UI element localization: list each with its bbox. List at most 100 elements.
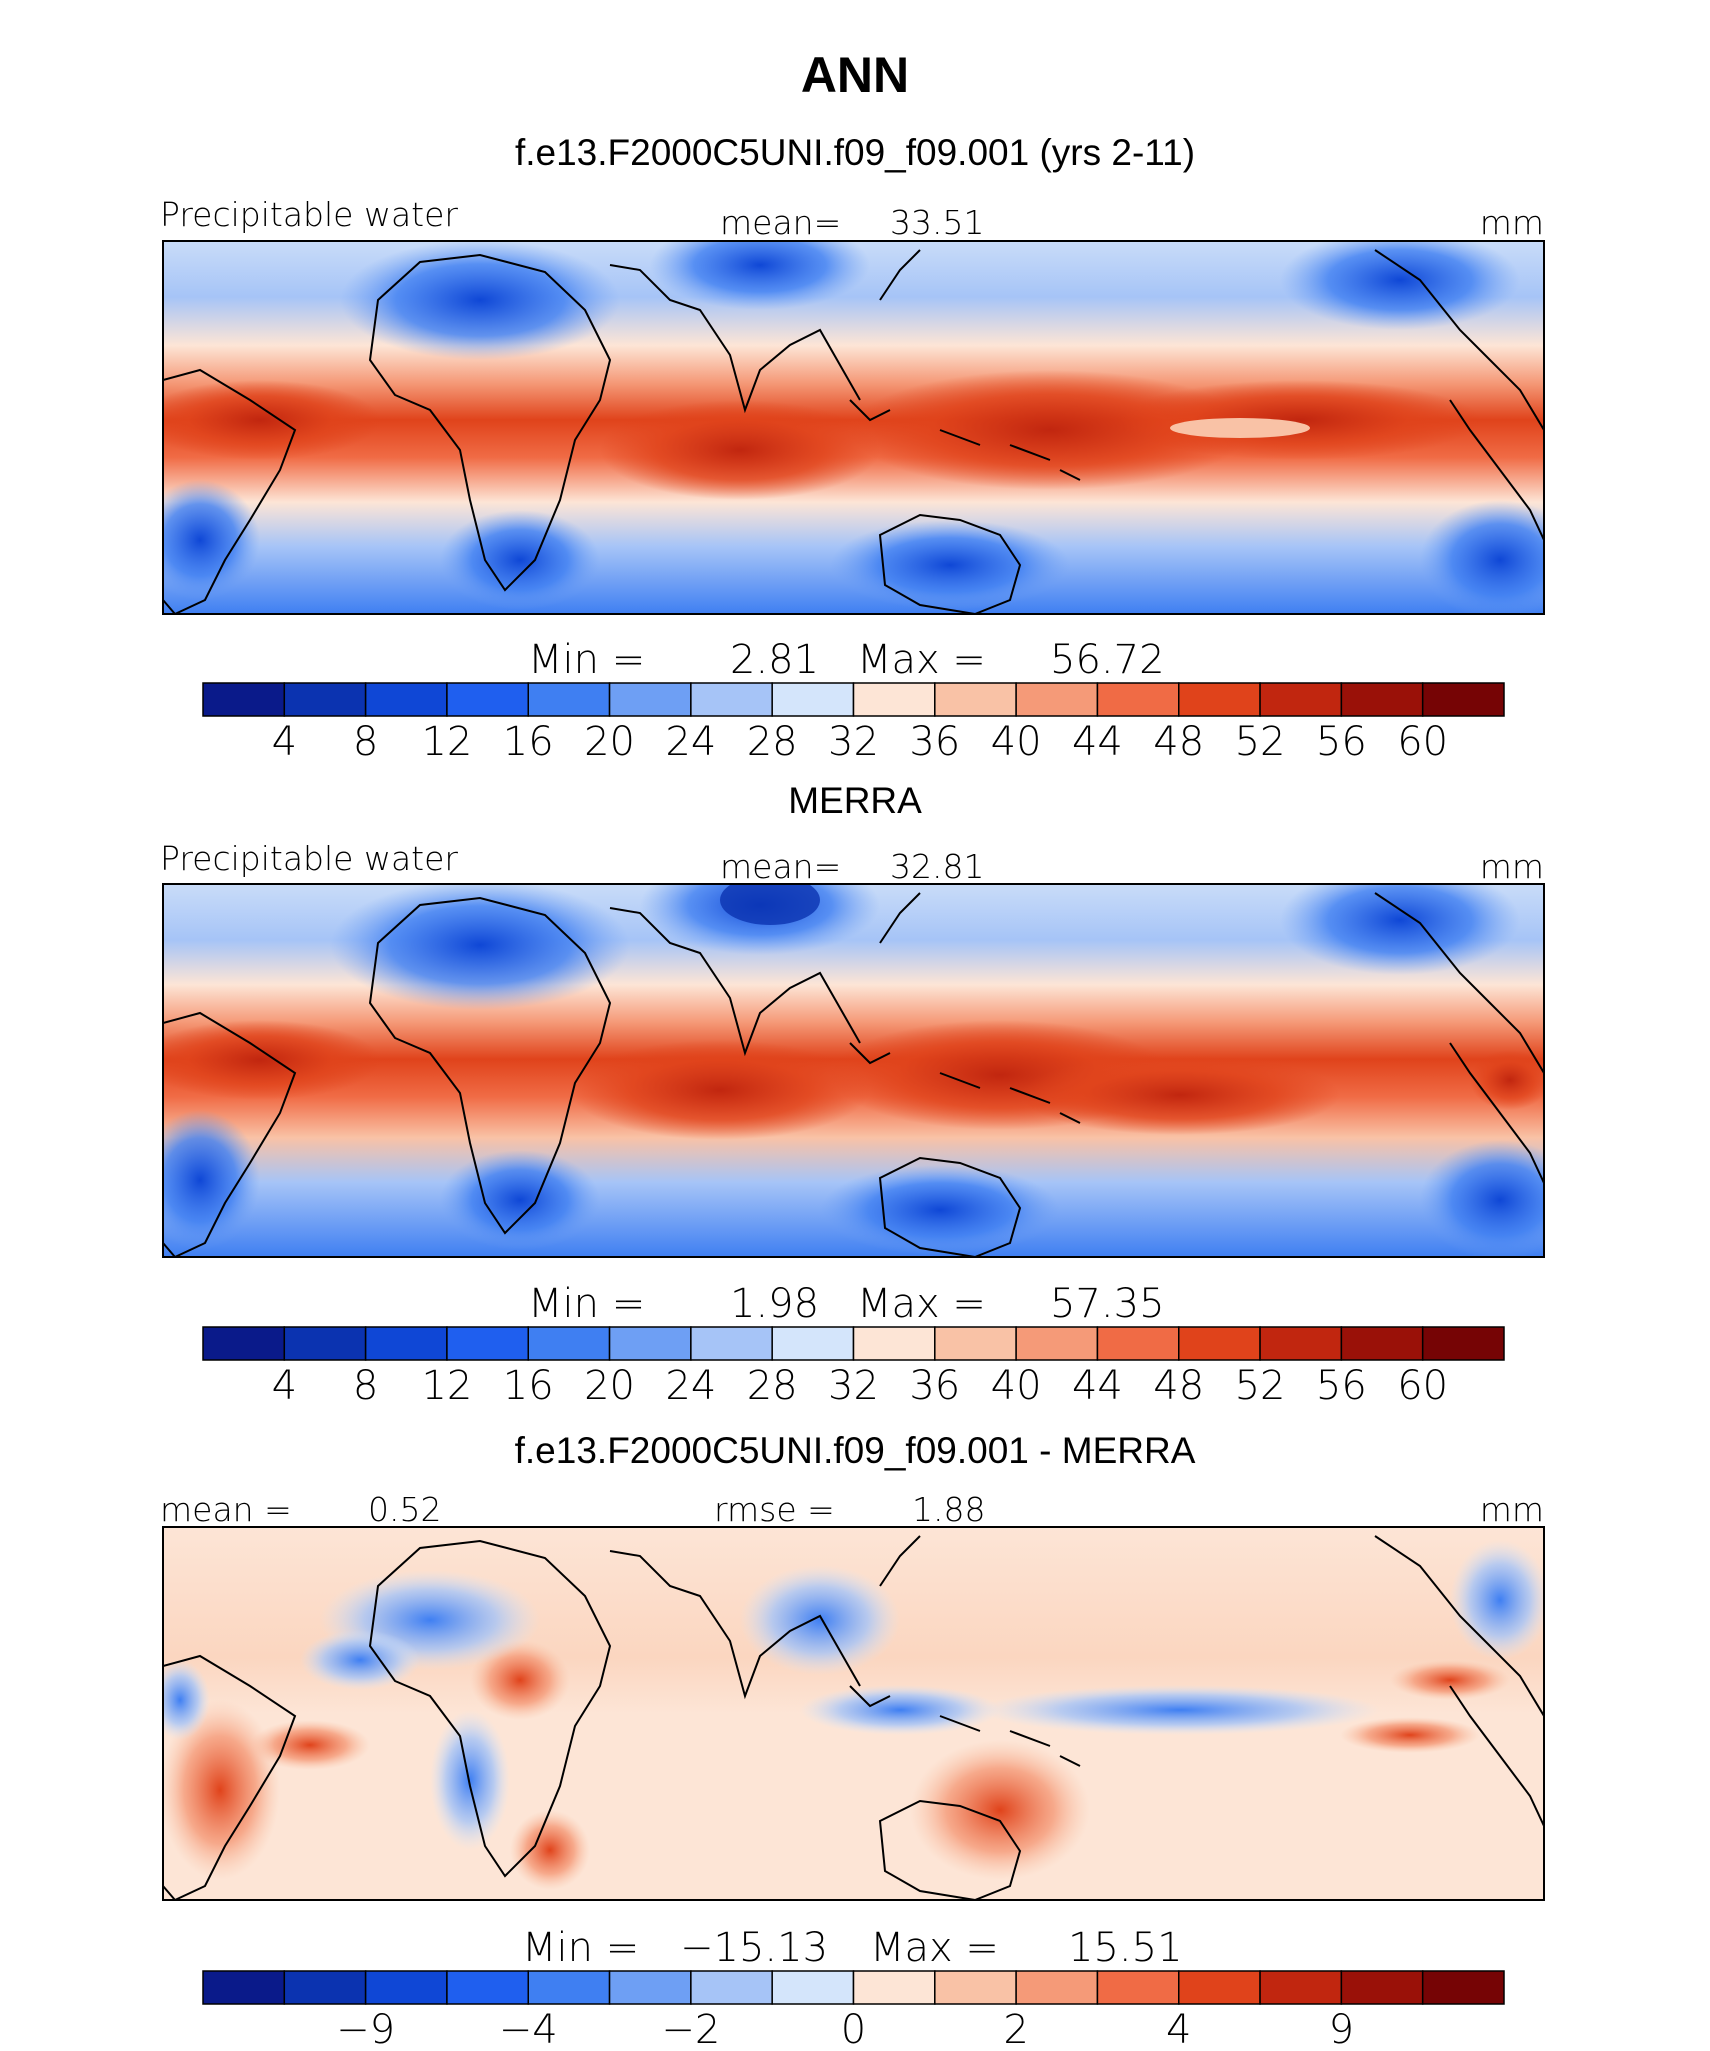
colorbar-tick-label: 48 <box>1153 1363 1204 1409</box>
colorbar-tick-label: 60 <box>1397 1363 1448 1409</box>
colorbar-box <box>771 1970 855 2005</box>
colorbar-tick-label: 56 <box>1316 719 1367 765</box>
colorbar-box <box>1421 682 1505 717</box>
panel-1-colorbar <box>202 682 1505 717</box>
colorbar-tick-label: 20 <box>584 719 635 765</box>
panel-1-map <box>163 241 1544 614</box>
colorbar-box <box>1178 1326 1261 1361</box>
colorbar-tick-label: 24 <box>665 719 716 765</box>
panel-2-min-value: 1.98 <box>730 1281 819 1327</box>
colorbar-box <box>1096 1970 1180 2005</box>
panel-3-rmse-label: rmse = <box>714 1490 835 1529</box>
panel-1-min-label: Min = <box>528 637 645 683</box>
panel-3-header: f.e13.F2000C5UNI.f09_f09.001 - MERRA <box>515 1430 1196 1471</box>
colorbar-tick-label: 8 <box>353 719 378 765</box>
panel-3-max-value: 15.51 <box>1068 1925 1183 1971</box>
colorbar-tick-label: 52 <box>1235 719 1286 765</box>
panel-1-frame <box>162 240 1545 615</box>
colorbar-tick-label: 12 <box>421 719 472 765</box>
colorbar-box <box>283 1326 367 1361</box>
colorbar-tick-label: 44 <box>1072 1363 1123 1409</box>
colorbar-tick-label: −2 <box>661 2007 720 2051</box>
panel-2-variable-label: Precipitable water <box>160 839 458 878</box>
panel-1-variable-label: Precipitable water <box>160 195 458 234</box>
colorbar-box <box>608 1326 692 1361</box>
colorbar-box <box>1340 1326 1424 1361</box>
colorbar-box <box>1259 1970 1343 2005</box>
colorbar-box <box>1421 1326 1505 1361</box>
colorbar-box <box>1421 1970 1505 2005</box>
colorbar-tick-label: 2 <box>1003 2007 1028 2051</box>
colorbar-box <box>771 682 855 717</box>
panel-2-colorbar-ticks: 4 8 12 16 20 24 28 32 36 40 44 48 52 56 60 <box>272 1363 1449 1409</box>
panel-3-colorbar-ticks: −9 −4 −2 0 2 4 9 <box>336 2007 1354 2051</box>
panel-3-map <box>163 1527 1544 1900</box>
colorbar-box <box>690 682 773 717</box>
panel-2-units: mm <box>1480 847 1544 886</box>
panel-2-frame <box>162 883 1545 1258</box>
colorbar-tick-label: 28 <box>747 719 798 765</box>
colorbar-box <box>446 1970 529 2005</box>
colorbar-box <box>1096 1326 1180 1361</box>
panel-2-max-label: Max = <box>857 1281 986 1327</box>
colorbar-tick-label: −9 <box>336 2007 395 2051</box>
colorbar-box <box>364 1326 448 1361</box>
panel-3-frame <box>162 1526 1545 1901</box>
colorbar-tick-label: 36 <box>909 1363 960 1409</box>
colorbar-box <box>771 1326 855 1361</box>
panel-3-colorbar <box>202 1970 1505 2005</box>
colorbar-box <box>1340 1970 1424 2005</box>
colorbar-tick-label: 36 <box>909 719 960 765</box>
panel-3-rmse-value: 1.88 <box>912 1490 985 1529</box>
panel-2-mean-label: mean= <box>720 847 841 886</box>
colorbar-tick-label: 32 <box>828 719 879 765</box>
panel-2-mean-value: 32.81 <box>890 847 984 886</box>
colorbar-tick-label: 12 <box>421 1363 472 1409</box>
colorbar-tick-label: 20 <box>584 1363 635 1409</box>
colorbar-box <box>608 682 692 717</box>
panel-1-mean-label: mean= <box>720 203 841 242</box>
colorbar-box <box>934 1326 1017 1361</box>
colorbar-box <box>1015 682 1099 717</box>
panel-1-header: f.e13.F2000C5UNI.f09_f09.001 (yrs 2-11) <box>515 132 1195 173</box>
colorbar-box <box>202 1970 286 2005</box>
colorbar-box <box>852 1326 936 1361</box>
colorbar-box <box>364 1970 448 2005</box>
colorbar-tick-label: 4 <box>1166 2007 1191 2051</box>
colorbar-tick-label: 9 <box>1329 2007 1354 2051</box>
panel-1-mean-value: 33.51 <box>890 203 984 242</box>
colorbar-box <box>852 682 936 717</box>
colorbar-box <box>1015 1326 1099 1361</box>
colorbar-box <box>1259 1326 1343 1361</box>
colorbar-box <box>364 682 448 717</box>
colorbar-box <box>608 1970 692 2005</box>
colorbar-box <box>527 682 611 717</box>
panel-2-header: MERRA <box>788 780 922 821</box>
panel-3-coastlines <box>163 1535 1544 1900</box>
panel-3-mean-label: mean = <box>160 1490 292 1529</box>
colorbar-tick-label: 16 <box>503 1363 554 1409</box>
colorbar-tick-label: 60 <box>1397 719 1448 765</box>
colorbar-tick-label: 28 <box>747 1363 798 1409</box>
figure-title: ANN <box>801 47 909 103</box>
colorbar-tick-label: 16 <box>503 719 554 765</box>
panel-2-min-label: Min = <box>528 1281 645 1327</box>
colorbar-box <box>1178 682 1261 717</box>
colorbar-box <box>690 1970 773 2005</box>
colorbar-tick-label: 4 <box>272 1363 297 1409</box>
colorbar-box <box>934 682 1017 717</box>
colorbar-box <box>690 1326 773 1361</box>
colorbar-box <box>1015 1970 1099 2005</box>
panel-1-max-label: Max = <box>857 637 986 683</box>
colorbar-box <box>852 1970 936 2005</box>
colorbar-box <box>446 1326 529 1361</box>
panel-2-colorbar <box>202 1326 1505 1361</box>
colorbar-box <box>934 1970 1017 2005</box>
panel-1-colorbar-ticks: 4 8 12 16 20 24 28 32 36 40 44 48 52 56 60 <box>272 719 1449 765</box>
panel-1-min-value: 2.81 <box>730 637 819 683</box>
colorbar-tick-label: 52 <box>1235 1363 1286 1409</box>
panel-1-max-value: 56.72 <box>1050 637 1165 683</box>
colorbar-box <box>283 682 367 717</box>
colorbar-tick-label: 48 <box>1153 719 1204 765</box>
